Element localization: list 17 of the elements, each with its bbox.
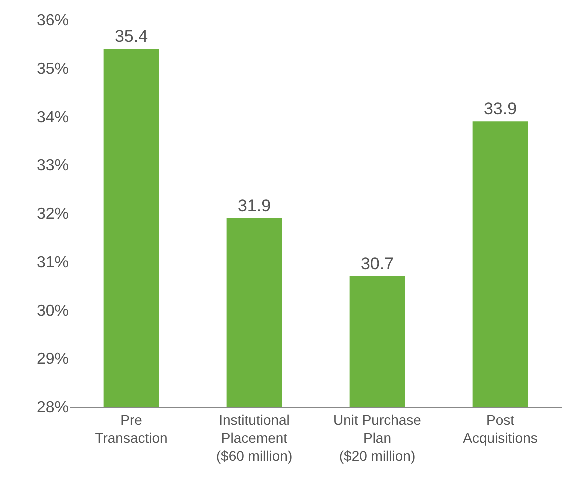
- data-label: 33.9: [484, 100, 518, 119]
- y-tick-label: 31%: [36, 254, 69, 272]
- y-tick-label: 29%: [36, 351, 69, 368]
- y-tick-label: 33%: [36, 158, 69, 175]
- y-tick-label: 30%: [36, 302, 69, 320]
- y-tick-label: 34%: [36, 109, 69, 126]
- y-tick-label: 36%: [36, 12, 69, 30]
- x-tick-label: Post Acquisitions: [463, 412, 538, 446]
- y-tick-label: 32%: [36, 206, 69, 224]
- data-label: 30.7: [360, 254, 394, 274]
- x-tick-label: Pre Transaction: [95, 412, 168, 446]
- y-tick-label: 28%: [36, 400, 69, 417]
- y-tick-label: 35%: [36, 60, 69, 78]
- x-tick-label: Unit Purchase Plan ($20 million): [334, 412, 422, 464]
- data-label: 35.4: [114, 27, 148, 46]
- x-tick-label: Institutional Placement ($60 million): [216, 412, 293, 464]
- data-label: 31.9: [238, 196, 272, 216]
